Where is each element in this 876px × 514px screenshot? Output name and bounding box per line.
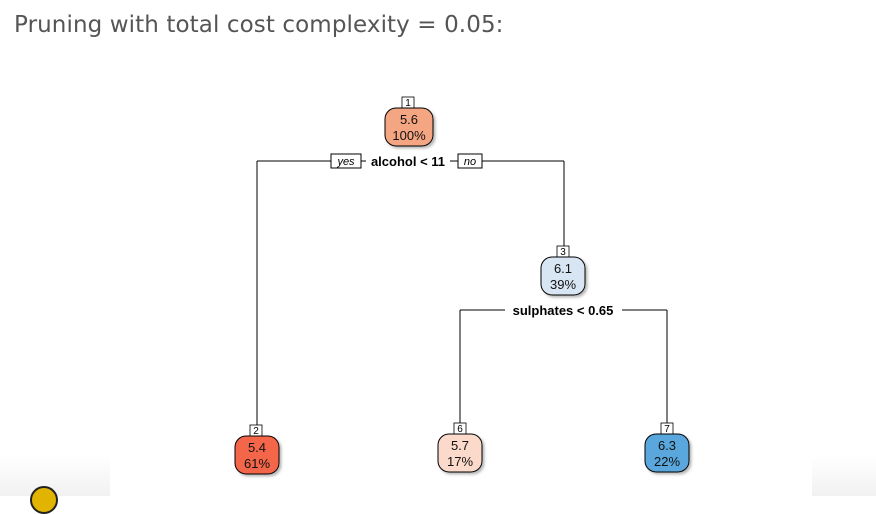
tree-node-6: 6 5.7 17%: [437, 422, 483, 473]
yes-label-box: [330, 153, 362, 169]
node-value: 5.4: [248, 440, 266, 455]
tree-node-1: 1 5.6 100%: [384, 96, 434, 147]
node-number: 2: [253, 426, 259, 437]
node-box: [540, 256, 586, 296]
split-label-sulphates: sulphates < 0.65: [513, 303, 614, 318]
tree-edges: [256, 160, 668, 425]
node-percent: 17%: [447, 454, 473, 469]
node-number: 7: [664, 424, 670, 435]
node-percent: 39%: [550, 277, 576, 292]
right-shade: [812, 456, 876, 496]
node-percent: 100%: [392, 128, 426, 143]
split-label-alcohol: alcohol < 11: [371, 154, 445, 169]
node-value: 6.3: [658, 438, 676, 453]
node-number: 3: [560, 247, 566, 258]
tree-node-3: 3 6.1 39%: [540, 245, 586, 296]
node-number: 6: [457, 424, 463, 435]
page-title: Pruning with total cost complexity = 0.0…: [14, 12, 504, 38]
split-root: yes alcohol < 11 no: [330, 153, 483, 169]
no-label-box: [457, 153, 483, 169]
decision-tree: yes alcohol < 11 no sulphates < 0.65 1 5…: [234, 96, 690, 475]
split-second: sulphates < 0.65: [513, 303, 614, 318]
node-number: 1: [405, 98, 411, 109]
node-percent: 61%: [244, 456, 270, 471]
node-percent: 22%: [654, 454, 680, 469]
yes-label: yes: [336, 156, 355, 168]
node-value: 5.7: [451, 438, 469, 453]
node-box: [437, 433, 483, 473]
no-label: no: [464, 156, 476, 168]
node-box: [384, 107, 434, 147]
node-value: 6.1: [554, 261, 572, 276]
node-box: [234, 435, 280, 475]
tree-node-7: 7 6.3 22%: [644, 422, 690, 473]
node-box: [644, 433, 690, 473]
tree-node-2: 2 5.4 61%: [234, 424, 280, 475]
left-shade: [0, 456, 110, 496]
node-value: 5.6: [400, 112, 418, 127]
